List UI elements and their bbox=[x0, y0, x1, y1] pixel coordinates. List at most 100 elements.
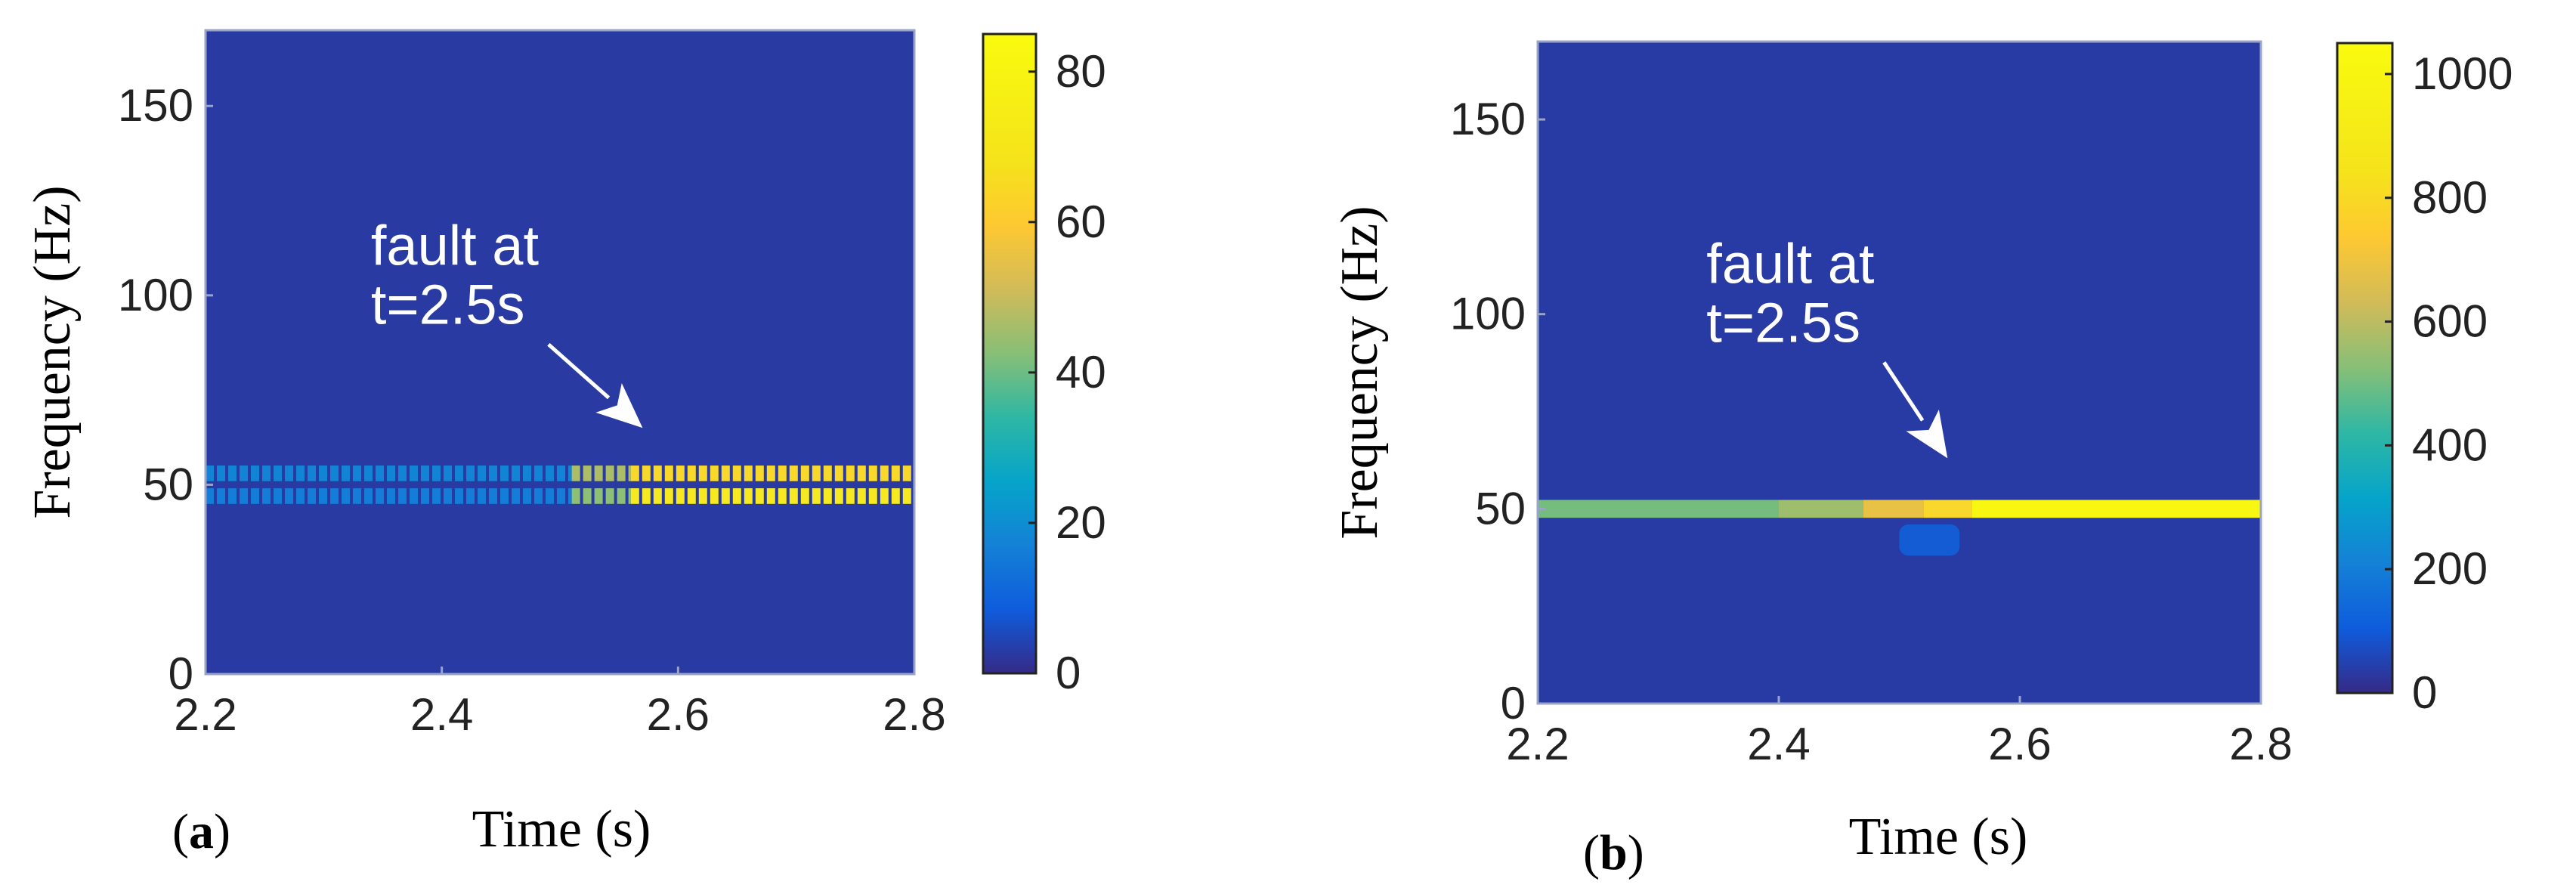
x-tick-label: 2.4 bbox=[1747, 719, 1810, 769]
band-segment bbox=[478, 466, 486, 481]
band-segment bbox=[274, 488, 282, 504]
y-tick-label: 0 bbox=[1501, 678, 1526, 729]
annotation-arrow-a bbox=[547, 342, 643, 428]
band-segment bbox=[732, 488, 741, 504]
band-segment bbox=[444, 466, 452, 481]
band-segment bbox=[432, 488, 441, 504]
panel-label-a: (a) bbox=[172, 804, 230, 859]
band-a-1 bbox=[206, 488, 572, 504]
colorbar-tick-label: 200 bbox=[2412, 543, 2488, 594]
band-segment bbox=[583, 466, 592, 481]
band-b-4 bbox=[1971, 500, 2261, 518]
band-segment bbox=[376, 488, 384, 504]
band-segment bbox=[846, 466, 855, 481]
x-ticks-a: 2.2 2.4 2.6 2.8 bbox=[174, 667, 946, 740]
band-segment bbox=[410, 488, 418, 504]
y-tick-label: 150 bbox=[1450, 94, 1526, 144]
band-segment bbox=[594, 466, 603, 481]
band-segment bbox=[285, 488, 293, 504]
band-segment bbox=[628, 466, 631, 481]
band-segment bbox=[834, 488, 843, 504]
band-segment bbox=[285, 466, 293, 481]
x-tick-label: 2.6 bbox=[1988, 719, 2051, 769]
annotation-text-a-line2: t=2.5s bbox=[371, 274, 525, 336]
band-segment bbox=[664, 488, 673, 504]
band-segment bbox=[489, 488, 497, 504]
band-segment bbox=[755, 488, 764, 504]
band-segment bbox=[398, 466, 407, 481]
band-segment bbox=[642, 488, 651, 504]
band-segment bbox=[698, 466, 707, 481]
colorbar-tick-label: 80 bbox=[1056, 46, 1106, 97]
band-b-1 bbox=[1779, 500, 1863, 518]
y-tick-label: 100 bbox=[118, 270, 193, 320]
x-axis-label-a: Time (s) bbox=[472, 800, 651, 858]
plot-frame-a bbox=[204, 29, 916, 676]
x-tick-label: 2.6 bbox=[647, 689, 710, 740]
band-segment bbox=[534, 466, 543, 481]
band-segment bbox=[653, 466, 662, 481]
band-segment bbox=[228, 488, 237, 504]
band-segment bbox=[546, 466, 554, 481]
band-segment bbox=[630, 488, 639, 504]
band-segment bbox=[387, 466, 395, 481]
band-segment bbox=[857, 488, 866, 504]
x-tick-label: 2.8 bbox=[2229, 719, 2292, 769]
band-segment bbox=[523, 488, 531, 504]
band-segment bbox=[868, 466, 877, 481]
band-segment bbox=[800, 488, 809, 504]
band-segment bbox=[571, 488, 580, 504]
band-a-5 bbox=[630, 488, 914, 504]
band-segment bbox=[296, 466, 305, 481]
band-b-0 bbox=[1538, 500, 1779, 518]
annotation-text-a-line1: fault at bbox=[371, 215, 540, 277]
band-segment bbox=[364, 466, 373, 481]
band-segment bbox=[251, 466, 259, 481]
band-segment bbox=[500, 488, 509, 504]
band-segment bbox=[744, 466, 753, 481]
band-segment bbox=[902, 466, 911, 481]
band-segment bbox=[687, 488, 696, 504]
band-segment bbox=[789, 488, 798, 504]
arrow-head bbox=[1906, 409, 1948, 459]
colorbar-tick-label: 60 bbox=[1056, 196, 1106, 247]
panel-label-a-close: ) bbox=[214, 804, 230, 859]
y-tick-label: 50 bbox=[1475, 483, 1526, 534]
band-segment bbox=[710, 466, 719, 481]
band-segment bbox=[432, 466, 441, 481]
y-tick-label: 150 bbox=[118, 80, 193, 131]
y-ticks-a: 0 50 100 150 bbox=[118, 80, 213, 699]
colorbar-tick-label: 600 bbox=[2412, 296, 2488, 347]
annotation-arrow-b bbox=[1882, 361, 1948, 459]
band-segment bbox=[891, 488, 900, 504]
band-segment bbox=[557, 488, 565, 504]
band-segment bbox=[512, 466, 520, 481]
band-segment bbox=[642, 466, 651, 481]
annotation-text-b-line2: t=2.5s bbox=[1706, 291, 1860, 354]
band-segment bbox=[789, 466, 798, 481]
band-segment bbox=[823, 466, 832, 481]
band-segment bbox=[628, 488, 631, 504]
band-segment bbox=[568, 488, 572, 504]
colorbar-tick-label: 800 bbox=[2412, 172, 2488, 223]
band-segment bbox=[846, 488, 855, 504]
plot-area-b bbox=[1538, 42, 2261, 704]
x-tick-label: 2.2 bbox=[174, 689, 237, 740]
annotation-text-b-line1: fault at bbox=[1706, 232, 1875, 295]
bands-b bbox=[1538, 500, 2261, 556]
panel-label-a-letter: a bbox=[189, 804, 214, 859]
plot-frame-b bbox=[1536, 40, 2262, 705]
band-segment bbox=[732, 466, 741, 481]
band-segment bbox=[489, 466, 497, 481]
band-segment bbox=[568, 466, 572, 481]
band-segment bbox=[868, 488, 877, 504]
band-segment bbox=[880, 488, 889, 504]
band-segment bbox=[744, 488, 753, 504]
band-segment bbox=[217, 466, 225, 481]
band-segment bbox=[455, 488, 463, 504]
band-segment bbox=[240, 488, 248, 504]
band-segment bbox=[857, 466, 866, 481]
band-b-3 bbox=[1923, 500, 1972, 518]
colorbar-b bbox=[2336, 42, 2394, 694]
panel-label-b: (b) bbox=[1583, 825, 1644, 880]
